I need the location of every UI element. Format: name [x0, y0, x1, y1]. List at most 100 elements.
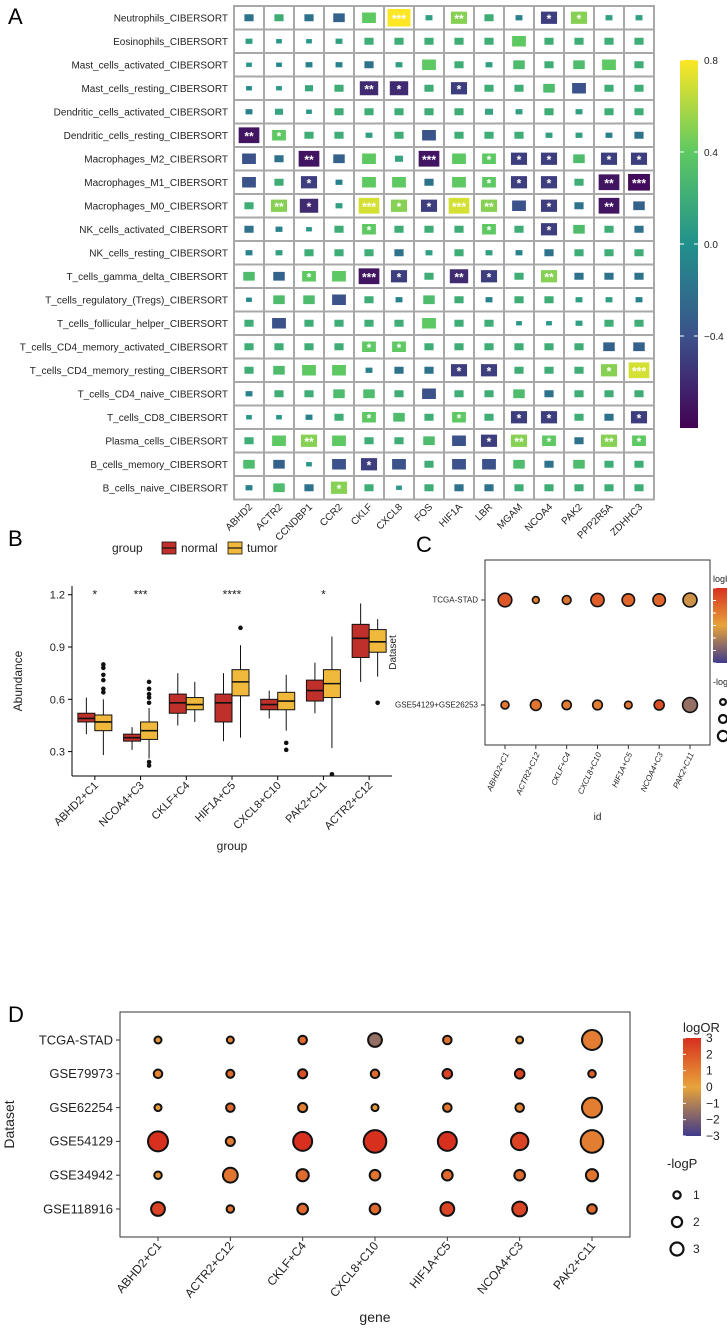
- bubble-point: [441, 1068, 454, 1080]
- heatmap-row-label: Macrophages_M2_CIBERSORT: [84, 154, 228, 165]
- heatmap-significance: **: [604, 176, 614, 190]
- heatmap-cell: [362, 177, 376, 188]
- bubble-point: [591, 699, 604, 711]
- heatmap-cell: [546, 321, 552, 326]
- heatmap-cell: [362, 224, 376, 235]
- bubble-point: [297, 1102, 309, 1114]
- bubble-colorbar-tick-label: 0: [706, 1080, 713, 1094]
- heatmap-cell: [245, 391, 253, 397]
- heatmap-cell: [335, 38, 343, 44]
- heatmap-cell: [244, 343, 254, 351]
- heatmap-cell: [635, 297, 643, 303]
- heatmap-cell: [243, 271, 255, 281]
- boxplot-box: [168, 693, 187, 714]
- boxplot-outlier: [101, 665, 106, 671]
- heatmap-cell: [515, 109, 523, 115]
- heatmap-significance: **: [454, 12, 464, 26]
- heatmap-cell: [272, 318, 286, 329]
- heatmap-cell: [514, 484, 524, 492]
- heatmap-column-label: LBR: [474, 502, 496, 524]
- heatmap-cell: [480, 270, 498, 283]
- boxplot-outlier: [283, 740, 289, 746]
- heatmap-cell: [394, 225, 404, 233]
- heatmap-cell: [514, 296, 524, 304]
- heatmap-cell: [605, 132, 613, 138]
- heatmap-cell: [604, 84, 614, 92]
- heatmap-cell: [604, 225, 614, 233]
- heatmap-cell: [273, 365, 285, 375]
- boxplot-outlier: [329, 771, 335, 777]
- bubble-point: [362, 1129, 388, 1154]
- heatmap-cell: [395, 62, 403, 68]
- heatmap-cell: [364, 296, 374, 304]
- heatmap-significance: **: [484, 200, 494, 214]
- heatmap-cell: [514, 84, 524, 92]
- heatmap-cell: [276, 39, 282, 44]
- heatmap-cell: [272, 130, 286, 141]
- heatmap-cell: [633, 342, 645, 352]
- heatmap-cell: [540, 176, 558, 189]
- heatmap-cell: [304, 249, 314, 257]
- bubble-point: [296, 1202, 309, 1216]
- heatmap-cell: [604, 413, 614, 421]
- heatmap-cell: [454, 108, 464, 116]
- heatmap-cell: [482, 459, 496, 470]
- bubble-y-tick-label: GSE54129+GSE26253: [395, 701, 479, 710]
- heatmap-cell: [604, 272, 614, 280]
- heatmap-cell: [570, 11, 588, 24]
- bubble-panel-frame: [119, 1011, 631, 1238]
- bubble-x-tick-label: ABHD2+C1: [113, 1239, 164, 1296]
- heatmap-cell: [299, 198, 319, 213]
- abundance-boxplot: 0.3 0.6 0.9 1.2 Abundance group group normal tum…: [11, 541, 392, 853]
- bubble-point: [153, 1170, 163, 1180]
- bubble-colorbar-tick-label: 2: [706, 1047, 713, 1061]
- boxplot-box: [77, 712, 96, 723]
- bubble-point: [225, 1102, 236, 1113]
- heatmap-cell: [485, 250, 493, 256]
- heatmap-cell: [395, 297, 403, 303]
- heatmap-cell: [245, 38, 253, 44]
- heatmap-row-label: T_cells_gamma_delta_CIBERSORT: [66, 272, 228, 283]
- boxplot-outlier: [101, 690, 106, 695]
- heatmap-row-label: T_cells_regulatory_(Tregs)_CIBERSORT: [45, 295, 228, 306]
- bubble-point: [513, 1068, 526, 1080]
- heatmap-cell: [540, 11, 558, 24]
- heatmap-significance: ***: [362, 200, 376, 214]
- boxplot-outlier: [146, 695, 152, 700]
- heatmap-row-label: T_cells_CD4_naive_CIBERSORT: [78, 389, 228, 400]
- bubble-size-legend-label: 1: [693, 1188, 700, 1202]
- heatmap-cell: [540, 199, 558, 212]
- bubble-size-legend-circle: [717, 713, 727, 725]
- boxplot-x-tick-label: ACTR2+C12: [322, 780, 375, 833]
- bubble-size-legend-label: 2: [693, 1215, 700, 1229]
- bubble-y-tick-label: TCGA-STAD: [432, 596, 478, 605]
- heatmap-row-label: Macrophages_M1_CIBERSORT: [84, 178, 228, 189]
- heatmap-cell: [362, 153, 376, 164]
- heatmap-significance: **: [364, 82, 374, 96]
- bubble-point: [367, 1032, 383, 1048]
- heatmap-cell: [574, 37, 584, 45]
- heatmap-cell: [274, 14, 284, 22]
- heatmap-cell: [424, 178, 434, 186]
- heatmap-cell: [598, 174, 620, 191]
- heatmap-cell: [330, 481, 348, 494]
- heatmap-cell: [450, 11, 468, 24]
- heatmap-significance: *: [547, 176, 552, 190]
- heatmap-cell: [573, 154, 585, 164]
- heatmap-cell: [300, 434, 318, 447]
- heatmap-significance: *: [397, 200, 402, 214]
- heatmap-cell: [273, 459, 285, 469]
- heatmap-cell: [390, 199, 408, 212]
- boxplot-legend-label: normal: [181, 541, 218, 555]
- bubble-point: [509, 1131, 530, 1152]
- heatmap-cell: [514, 343, 524, 351]
- heatmap-cell: [454, 249, 464, 257]
- heatmap-cell: [305, 62, 313, 68]
- heatmap-cell: [452, 435, 466, 446]
- heatmap-cell: [634, 484, 644, 492]
- heatmap-cell: [454, 390, 464, 398]
- heatmap-cell: [484, 14, 494, 22]
- heatmap-cell: [333, 13, 345, 23]
- heatmap-cell: [394, 155, 404, 162]
- panel-label-c: C: [416, 532, 432, 557]
